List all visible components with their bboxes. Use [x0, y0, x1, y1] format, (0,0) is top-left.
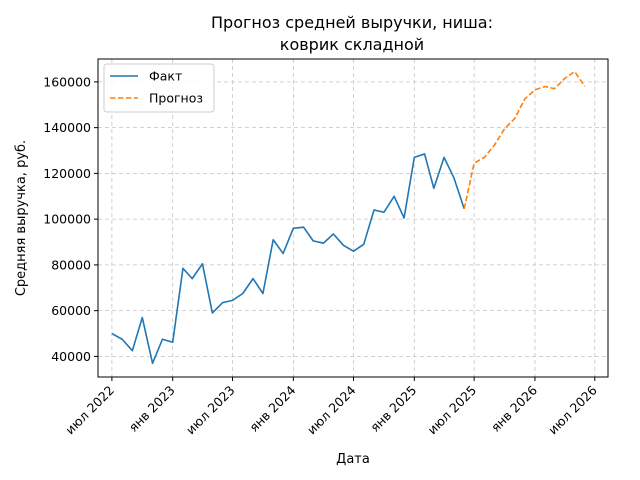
y-tick-label: 100000 — [43, 212, 91, 227]
y-tick-label: 140000 — [43, 120, 91, 135]
y-tick-label: 60000 — [51, 303, 91, 318]
y-tick-label: 80000 — [51, 257, 91, 272]
x-axis-label: Дата — [336, 452, 370, 467]
y-axis-label: Средняя выручка, руб. — [14, 140, 29, 296]
chart-subtitle: коврик складной — [280, 35, 424, 54]
chart-title: Прогноз средней выручки, ниша: — [211, 13, 493, 32]
y-axis: 40000 60000 80000 100000 120000 140000 160000 — [43, 74, 98, 364]
y-tick-label: 40000 — [51, 349, 91, 364]
y-tick-label: 160000 — [43, 74, 91, 89]
legend-label-fact: Факт — [149, 69, 182, 84]
legend-label-forecast: Прогноз — [149, 91, 203, 106]
series-line-fact — [111, 153, 465, 365]
y-tick-label: 120000 — [43, 166, 91, 181]
series-layer — [111, 70, 586, 365]
series-line-forecast — [463, 70, 586, 210]
legend: Факт Прогноз — [103, 63, 215, 113]
